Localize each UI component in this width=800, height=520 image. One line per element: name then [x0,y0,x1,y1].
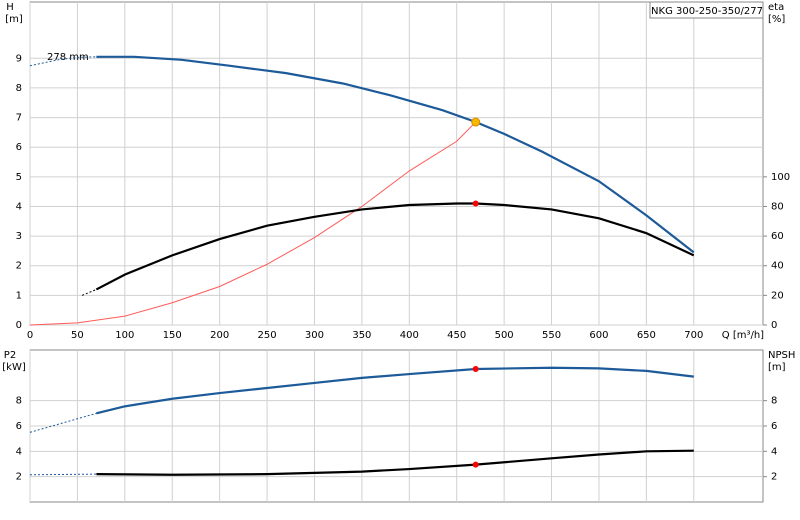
x-tick-label: 550 [542,330,561,341]
y2-label: NPSH [768,350,795,361]
title-box [649,1,764,19]
plot-frame [29,1,764,326]
operating-point [472,200,479,207]
x-tick-label: 350 [352,330,371,341]
y-tick-label: 6 [16,421,22,432]
series-line [95,202,695,291]
series-line [96,449,694,476]
y2-tick-label: 4 [771,446,777,457]
x-tick-label: 600 [589,330,608,341]
x-tick-label: 150 [163,330,182,341]
y-label: P2 [4,350,16,361]
y-tick-label: 7 [16,113,22,124]
series-line [29,121,477,326]
x-tick-label: 650 [637,330,656,341]
x-tick-label: 300 [305,330,324,341]
annotation: 278 mm [47,52,89,63]
y2-tick-label: 100 [771,172,790,183]
series-line [96,366,694,415]
y2-tick-label: 60 [771,231,784,242]
x-tick-label: 0 [27,330,33,341]
y-tick-label: 3 [16,231,22,242]
x-label: Q [m³/h] [722,330,764,341]
x-tick-label: 100 [115,330,134,341]
y-tick-label: 2 [16,472,22,483]
y-tick-label: 6 [16,142,22,153]
operating-point [471,117,481,127]
operating-point [472,461,479,468]
y-tick-label: 4 [16,201,22,212]
y2-tick-label: 2 [771,472,777,483]
x-tick-label: 50 [71,330,84,341]
y-tick-label: 4 [16,446,22,457]
y2-tick-label: 8 [771,396,777,407]
series-line [81,288,97,296]
x-tick-label: 500 [495,330,514,341]
x-tick-label: 450 [447,330,466,341]
y-tick-label: 1 [16,290,22,301]
y2-tick-label: 6 [771,421,777,432]
chart-title: NKG 300-250-350/277 [651,6,763,17]
y-tick-label: 8 [16,83,22,94]
series-line [29,412,97,433]
series-line [96,55,695,254]
y-tick-label: 0 [16,320,22,331]
y-tick-label: 9 [16,53,22,64]
x-tick-label: 200 [210,330,229,341]
y-label: H [6,2,14,13]
series-line [29,473,97,476]
y2-label: eta [768,2,784,13]
x-tick-label: 700 [684,330,703,341]
y-tick-label: 8 [16,396,22,407]
y-tick-label: 5 [16,172,22,183]
x-tick-label: 250 [258,330,277,341]
y2-tick-label: 40 [771,261,784,272]
operating-point [472,366,479,372]
y-unit: [m] [5,14,23,25]
y-unit: [kW] [2,362,26,373]
y2-tick-label: 0 [771,320,777,331]
y-tick-label: 2 [16,261,22,272]
series-line [29,56,97,67]
y2-unit: [%] [768,14,785,25]
y2-tick-label: 80 [771,201,784,212]
y2-tick-label: 20 [771,290,784,301]
y2-unit: [m] [768,362,786,373]
x-tick-label: 400 [400,330,419,341]
